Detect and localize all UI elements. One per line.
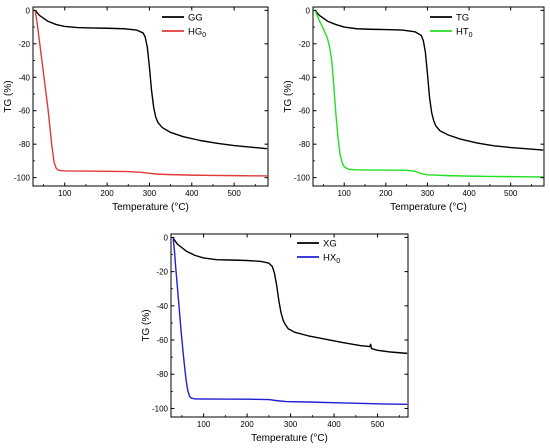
series-line-ht0 [314, 10, 544, 178]
x-axis-label: Temperature (°C) [390, 202, 467, 213]
legend-entry: XG [323, 239, 337, 250]
x-tick-label: 200 [379, 189, 393, 198]
y-tick-label: -80 [156, 370, 168, 379]
y-tick-label: -80 [298, 140, 310, 149]
y-axis-label: TG (%) [283, 80, 294, 112]
y-tick-label: -20 [156, 268, 168, 277]
legend-entry: TG [456, 13, 469, 24]
legend-entry: HX0 [323, 253, 340, 266]
x-tick-label: 300 [284, 420, 298, 429]
chart-legend: GG HG0 [162, 13, 206, 40]
y-tick-label: -60 [18, 107, 30, 116]
chart-panel-3: 100 200 300 400 500 0 -20 -40 -60 -80 -100 Temperat… [141, 233, 409, 444]
series-line-hx0 [172, 238, 408, 406]
y-tick-label: -60 [156, 336, 168, 345]
series-line-gg [34, 9, 268, 150]
plot-frame [32, 6, 269, 187]
y-tick-label: -80 [18, 140, 30, 149]
chart-legend: TG HT0 [430, 13, 473, 40]
x-tick-label: 200 [240, 420, 254, 429]
x-tick-label: 400 [327, 420, 341, 429]
x-tick-label: 200 [100, 189, 114, 198]
y-tick-label: 0 [26, 6, 31, 15]
legend-entry: HT0 [456, 27, 473, 40]
y-tick-label: 0 [306, 6, 311, 15]
x-tick-label: 500 [371, 420, 385, 429]
y-tick-label: -40 [156, 302, 168, 311]
chart-legend: XG HX0 [297, 239, 340, 266]
x-tick-label: 500 [504, 189, 518, 198]
y-tick-label: -100 [14, 174, 31, 183]
y-tick-label: -20 [18, 40, 30, 49]
y-tick-label: 0 [164, 233, 169, 242]
chart-panel-1: 100 200 300 400 500 0 -20 -40 -60 -80 -100 Temperat… [3, 6, 269, 213]
y-tick-label: -100 [294, 174, 311, 183]
plot-frame [170, 233, 409, 418]
y-tick-label: -20 [298, 40, 310, 49]
y-tick-label: -40 [298, 73, 310, 82]
x-tick-label: 400 [462, 189, 476, 198]
y-axis-label: TG (%) [3, 80, 14, 112]
x-tick-label: 100 [338, 189, 352, 198]
chart-panel-2: 100 200 300 400 500 0 -20 -40 -60 -80 -100 Temperat… [283, 6, 545, 213]
x-axis-label: Temperature (°C) [251, 433, 328, 444]
y-tick-label: -100 [152, 404, 169, 413]
legend-entry: HG0 [188, 27, 206, 40]
x-tick-label: 300 [421, 189, 435, 198]
x-tick-label: 300 [143, 189, 157, 198]
x-tick-label: 100 [197, 420, 211, 429]
legend-entry: GG [188, 13, 203, 24]
plot-frame [312, 6, 545, 187]
x-tick-label: 400 [185, 189, 199, 198]
series-line-tg [314, 9, 544, 151]
x-axis-label: Temperature (°C) [112, 202, 189, 213]
y-axis-label: TG (%) [141, 309, 152, 341]
series-line-xg [172, 237, 408, 355]
series-line-hg0 [34, 10, 268, 177]
y-tick-label: -60 [298, 107, 310, 116]
y-tick-label: -40 [18, 73, 30, 82]
x-tick-label: 100 [58, 189, 72, 198]
x-tick-label: 500 [227, 189, 241, 198]
